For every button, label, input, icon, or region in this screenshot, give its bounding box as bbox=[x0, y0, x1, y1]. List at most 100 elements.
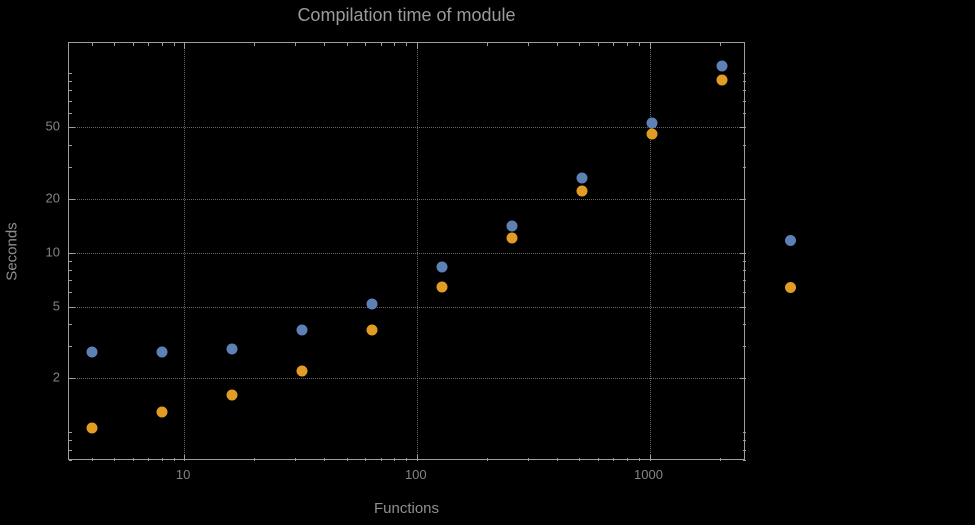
x-gridline bbox=[649, 43, 651, 459]
y-tick-mark bbox=[69, 270, 72, 271]
x-tick-mark bbox=[406, 43, 408, 46]
y-gridline bbox=[69, 198, 744, 200]
y-tick-mark bbox=[743, 260, 746, 262]
y-tick-mark bbox=[740, 127, 746, 129]
x-tick-mark bbox=[416, 455, 418, 461]
x-tick-mark bbox=[114, 43, 116, 46]
y-tick-label: 2 bbox=[52, 369, 60, 385]
data-point-series-2-orange bbox=[226, 389, 238, 401]
y-tick-mark bbox=[743, 440, 746, 442]
data-point-series-2-orange bbox=[506, 232, 518, 244]
x-tick-mark bbox=[161, 43, 163, 46]
data-point-series-1-blue bbox=[646, 117, 658, 128]
data-point-series-2-orange bbox=[296, 365, 308, 377]
y-tick-mark bbox=[743, 112, 746, 114]
data-point-series-1-blue bbox=[86, 346, 97, 358]
data-point-series-1-blue bbox=[436, 261, 448, 273]
y-tick-mark bbox=[69, 459, 72, 461]
x-tick-mark bbox=[173, 43, 175, 46]
x-gridline bbox=[184, 43, 186, 459]
x-tick-mark bbox=[649, 43, 651, 49]
y-gridline bbox=[69, 127, 744, 129]
x-tick-mark bbox=[719, 43, 721, 46]
x-axis-label: Functions bbox=[373, 500, 440, 517]
x-tick-mark bbox=[184, 455, 186, 461]
y-tick-mark bbox=[743, 144, 746, 146]
y-tick-mark bbox=[69, 449, 72, 451]
y-tick-mark bbox=[69, 432, 72, 434]
y-gridline bbox=[69, 252, 744, 254]
y-tick-mark bbox=[743, 81, 746, 83]
x-tick-mark bbox=[719, 458, 721, 461]
data-point-series-2-orange bbox=[576, 185, 588, 197]
x-tick-mark bbox=[132, 43, 134, 46]
x-tick-mark bbox=[346, 458, 348, 461]
y-tick-mark bbox=[69, 144, 72, 146]
x-tick-mark bbox=[649, 455, 651, 461]
x-tick-mark bbox=[365, 458, 367, 461]
y-tick-mark bbox=[743, 324, 746, 325]
y-tick-label: 5 bbox=[52, 298, 60, 314]
y-tick-mark bbox=[69, 112, 72, 114]
data-point-series-1-blue bbox=[716, 60, 728, 72]
x-tick-mark bbox=[579, 43, 581, 46]
data-point-series-1-blue bbox=[156, 346, 168, 358]
x-tick-mark bbox=[613, 43, 615, 46]
x-gridline bbox=[416, 43, 418, 459]
x-tick-mark bbox=[597, 458, 599, 461]
x-tick-mark bbox=[184, 43, 186, 49]
x-tick-mark bbox=[380, 458, 382, 461]
x-tick-mark bbox=[638, 43, 640, 46]
y-tick-mark bbox=[740, 252, 746, 254]
y-tick-mark bbox=[69, 73, 72, 74]
x-tick-mark bbox=[527, 43, 529, 46]
x-tick-mark bbox=[597, 43, 599, 46]
y-tick-mark bbox=[743, 346, 746, 348]
x-tick-mark bbox=[626, 43, 628, 46]
y-tick-label: 20 bbox=[45, 190, 60, 205]
y-tick-mark bbox=[743, 449, 746, 451]
y-tick-label: 10 bbox=[45, 244, 60, 260]
x-tick-mark bbox=[556, 458, 558, 461]
y-tick-mark bbox=[69, 81, 72, 83]
x-tick-mark bbox=[114, 458, 116, 461]
data-point-series-1-blue bbox=[296, 324, 308, 336]
plot-area bbox=[68, 42, 746, 461]
y-tick-mark bbox=[740, 378, 746, 379]
legend-marker bbox=[785, 282, 796, 293]
x-tick-mark bbox=[486, 43, 488, 46]
x-tick-mark bbox=[365, 43, 367, 46]
y-tick-mark bbox=[69, 100, 72, 102]
x-tick-mark bbox=[91, 43, 93, 46]
y-tick-mark bbox=[743, 459, 746, 461]
x-tick-label: 1000 bbox=[634, 467, 663, 482]
x-tick-mark bbox=[626, 458, 628, 461]
y-tick-label: 50 bbox=[45, 118, 60, 134]
y-tick-mark bbox=[69, 346, 72, 348]
x-tick-mark bbox=[486, 458, 488, 461]
y-tick-mark bbox=[69, 324, 72, 325]
x-tick-mark bbox=[579, 458, 581, 461]
x-tick-mark bbox=[254, 458, 256, 461]
y-tick-mark bbox=[743, 166, 746, 168]
x-tick-mark bbox=[527, 458, 529, 461]
x-tick-mark bbox=[148, 43, 150, 46]
x-tick-mark bbox=[416, 43, 418, 49]
data-point-series-2-orange bbox=[436, 281, 448, 293]
data-point-series-2-orange bbox=[646, 128, 658, 140]
x-tick-mark bbox=[295, 43, 297, 46]
data-point-series-1-blue bbox=[506, 220, 518, 232]
y-tick-mark bbox=[69, 378, 75, 379]
y-tick-mark bbox=[69, 252, 75, 254]
x-tick-mark bbox=[324, 43, 326, 46]
y-tick-mark bbox=[740, 198, 746, 200]
x-tick-mark bbox=[148, 458, 150, 461]
data-point-series-2-orange bbox=[86, 422, 97, 434]
x-tick-mark bbox=[132, 458, 134, 461]
y-gridline bbox=[69, 378, 744, 379]
y-tick-mark bbox=[743, 292, 746, 294]
legend-marker bbox=[785, 235, 796, 246]
x-tick-mark bbox=[613, 458, 615, 461]
data-point-series-2-orange bbox=[366, 324, 378, 336]
